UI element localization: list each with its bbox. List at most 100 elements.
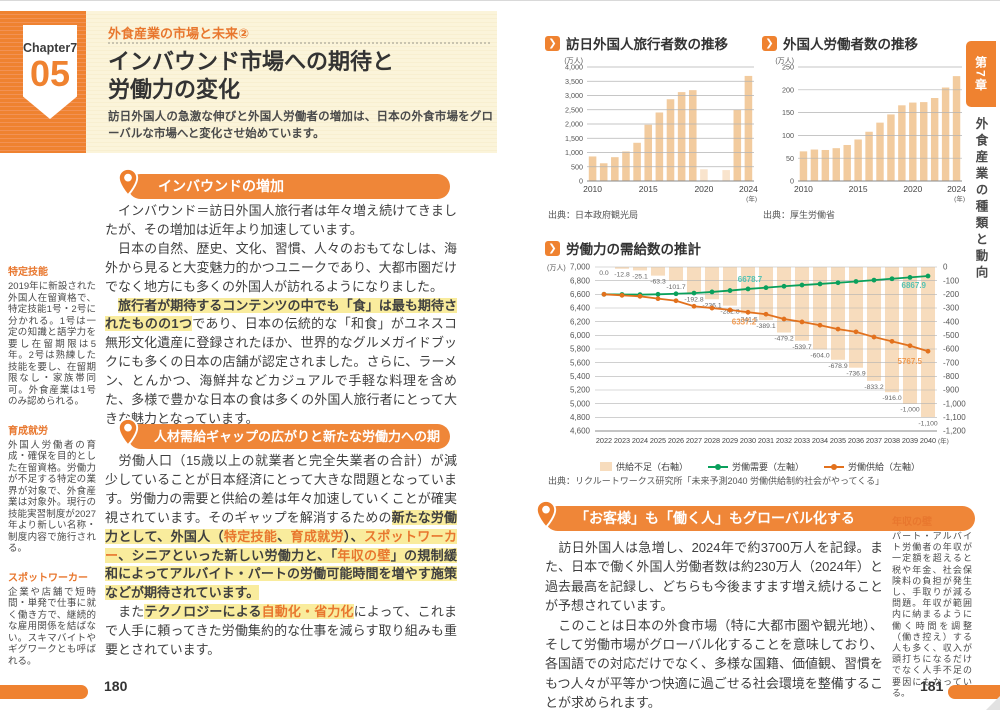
chapter-tab-label: 第7章 <box>973 55 988 93</box>
svg-text:-600: -600 <box>943 345 960 354</box>
chart1-source: 出典：日本政府観光局 <box>548 210 639 220</box>
svg-text:2026: 2026 <box>668 436 684 445</box>
svg-text:(万人): (万人) <box>775 57 794 65</box>
chapter-tab-title: 外食産業の種類と動向 <box>973 117 988 282</box>
chart1-title-text: 訪日外国人旅行者数の推移 <box>566 37 728 52</box>
svg-text:2039: 2039 <box>902 436 918 445</box>
page-title-line1: インバウンド市場への期待と <box>108 49 395 74</box>
svg-text:3,000: 3,000 <box>565 91 583 100</box>
svg-text:-833.2: -833.2 <box>864 384 883 391</box>
chart3-title: ❯ 労働力の需給数の推計 <box>545 238 701 258</box>
margin-note-title: スポットワーカー <box>8 572 88 584</box>
margin-note-title: 年収の壁 <box>892 517 932 528</box>
svg-text:6,200: 6,200 <box>570 317 591 326</box>
svg-text:(万人): (万人) <box>547 264 566 272</box>
svg-text:0: 0 <box>790 177 794 186</box>
svg-text:2040: 2040 <box>920 436 936 445</box>
svg-text:-300: -300 <box>943 304 960 313</box>
svg-text:7,000: 7,000 <box>570 263 591 272</box>
svg-text:250: 250 <box>782 63 794 72</box>
svg-text:2015: 2015 <box>849 184 868 194</box>
page-number-pill-right <box>948 685 1000 699</box>
svg-text:0: 0 <box>579 177 583 186</box>
svg-text:-200: -200 <box>943 290 960 299</box>
svg-text:100: 100 <box>782 131 794 140</box>
svg-text:5,400: 5,400 <box>570 372 591 381</box>
svg-text:5,200: 5,200 <box>570 386 591 395</box>
svg-text:2037: 2037 <box>866 436 882 445</box>
svg-text:2028: 2028 <box>704 436 720 445</box>
page-number-pill-left <box>0 685 88 699</box>
chart2-title-text: 外国人労働者数の推移 <box>783 37 918 52</box>
svg-text:5,800: 5,800 <box>570 345 591 354</box>
svg-text:5,600: 5,600 <box>570 358 591 367</box>
svg-text:6,800: 6,800 <box>570 276 591 285</box>
svg-text:2020: 2020 <box>903 184 922 194</box>
legend-item: 供給不足（右軸） <box>599 460 688 473</box>
eyebrow-rule <box>108 42 490 44</box>
svg-text:2,500: 2,500 <box>565 105 583 114</box>
section2-body: 労働人口（15歳以上の就業者と完全失業者の合計）が減少していることが日本経済にと… <box>105 453 457 658</box>
svg-text:-479.2: -479.2 <box>774 335 793 342</box>
svg-text:(年): (年) <box>954 194 965 203</box>
lede: 訪日外国人の急激な伸びと外国人労働者の増加は、日本の外食市場をグローバルな市場へ… <box>108 111 493 140</box>
legend-swatch-bar <box>599 462 612 471</box>
page-title: インバウンド市場への期待と 労働力の変化 <box>108 48 394 104</box>
svg-text:5,000: 5,000 <box>570 399 591 408</box>
svg-text:3,500: 3,500 <box>565 77 583 86</box>
svg-text:-1,200: -1,200 <box>943 427 966 436</box>
svg-text:-1,000: -1,000 <box>900 407 919 414</box>
svg-text:2029: 2029 <box>722 436 738 445</box>
chevron-icon: ❯ <box>545 240 560 256</box>
svg-text:200: 200 <box>782 85 794 94</box>
chapter-label: Chapter7 <box>23 41 78 55</box>
svg-text:2033: 2033 <box>794 436 810 445</box>
svg-text:-12.8: -12.8 <box>614 272 630 279</box>
svg-text:2024: 2024 <box>632 436 648 445</box>
chapter-badge: Chapter7 05 <box>23 25 77 119</box>
svg-text:-192.8: -192.8 <box>684 296 703 303</box>
section1-body: インバウンド＝訪日外国人旅行者は年々増え続けてきましたが、その増加は近年より加速… <box>105 203 457 426</box>
chart1-title: ❯ 訪日外国人旅行者数の推移 <box>545 33 728 53</box>
svg-text:-678.9: -678.9 <box>828 363 847 370</box>
svg-text:2010: 2010 <box>583 184 602 194</box>
pin-icon <box>117 418 139 446</box>
svg-text:150: 150 <box>782 108 794 117</box>
svg-text:-101.7: -101.7 <box>666 284 685 291</box>
margin-note-right: 年収の壁 パート・アルバイト労働者の年収が一定額を超えると税や年金、社会保険料の… <box>892 513 972 710</box>
svg-text:-400: -400 <box>943 317 960 326</box>
svg-text:6,000: 6,000 <box>570 331 591 340</box>
svg-text:6678.7: 6678.7 <box>738 275 763 284</box>
svg-text:-1,000: -1,000 <box>943 399 966 408</box>
chart3-source: 出典：リクルートワークス研究所「未来予測2040 労働供給制約社会がやってくる」 <box>548 476 885 486</box>
svg-text:-700: -700 <box>943 358 960 367</box>
svg-text:2030: 2030 <box>740 436 756 445</box>
svg-text:-604.0: -604.0 <box>810 353 829 360</box>
chapter-block: Chapter7 05 <box>0 11 86 153</box>
svg-text:2025: 2025 <box>650 436 666 445</box>
legend-item: 労働需要（左軸） <box>707 460 804 473</box>
svg-text:-1,100: -1,100 <box>943 413 966 422</box>
svg-text:2036: 2036 <box>848 436 864 445</box>
chapter-number: 05 <box>29 53 71 94</box>
page-number-left: 180 <box>104 678 128 694</box>
svg-text:-539.7: -539.7 <box>792 344 811 351</box>
margin-note-body: 2019年に新設された外国人在留資格で、特定技能1号・2号に分かれる。1号は一定… <box>8 281 96 407</box>
svg-text:4,800: 4,800 <box>570 413 591 422</box>
chevron-icon: ❯ <box>762 35 777 51</box>
svg-text:2031: 2031 <box>758 436 774 445</box>
legend-swatch-line <box>707 464 728 470</box>
svg-text:-341.5: -341.5 <box>738 317 757 324</box>
legend-item: 労働供給（左軸） <box>824 460 920 473</box>
svg-text:-736.9: -736.9 <box>846 371 865 378</box>
svg-text:2035: 2035 <box>830 436 846 445</box>
margin-notes-left: 特定技能 2019年に新設された外国人在留資格で、特定技能1号・2号に分かれる。… <box>8 263 96 681</box>
svg-text:-500: -500 <box>943 331 960 340</box>
svg-text:-800: -800 <box>943 372 960 381</box>
svg-text:2010: 2010 <box>794 184 813 194</box>
svg-text:4,600: 4,600 <box>570 427 591 436</box>
svg-text:2024: 2024 <box>947 184 966 194</box>
chart2-plot: 0 50 100 150 200 250(万人) 2010 2015 2020 2024(年) <box>775 57 966 203</box>
margin-note-body: パート・アルバイト労働者の年収が一定額を超えると税や年金、社会保険料の負担が発生… <box>892 531 972 698</box>
pin-icon <box>535 500 557 528</box>
